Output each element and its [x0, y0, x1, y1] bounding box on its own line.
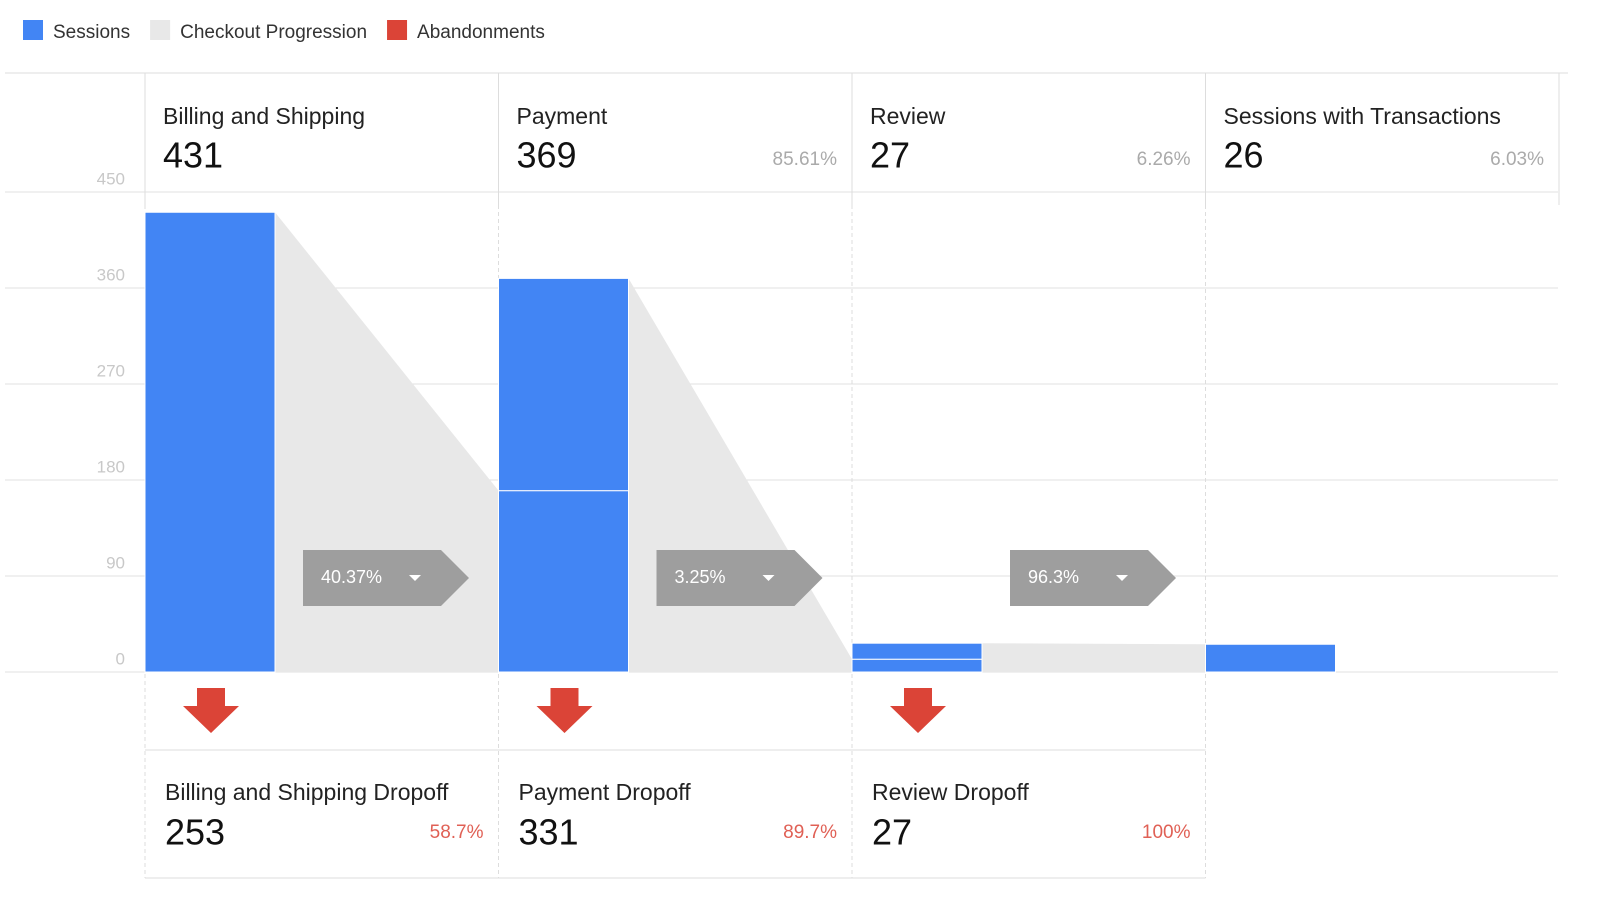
progression-rate: 40.37%	[321, 567, 382, 587]
step-sessions: 431	[163, 135, 223, 176]
y-tick-label: 0	[116, 649, 125, 668]
y-tick-label: 270	[97, 361, 125, 380]
step-name: Payment	[517, 103, 608, 129]
abandon-arrow	[183, 688, 239, 733]
session-bar	[498, 490, 629, 673]
progression-rate: 96.3%	[1028, 567, 1079, 587]
dropdown-caret	[762, 575, 775, 581]
step-sessions: 26	[1224, 135, 1264, 176]
step-sessions: 369	[517, 135, 577, 176]
legend-label: Abandonments	[417, 22, 545, 43]
legend-swatch	[387, 20, 408, 40]
dropoff-name: Billing and Shipping Dropoff	[165, 779, 449, 805]
dropoff-name: Review Dropoff	[872, 779, 1029, 805]
dropoff-count: 331	[519, 812, 579, 853]
progression-area	[628, 278, 852, 672]
session-bar	[1205, 643, 1336, 673]
legend-label: Sessions	[53, 22, 130, 43]
progression-badge	[656, 550, 823, 606]
legend-swatch	[150, 20, 171, 40]
step-sessions: 27	[870, 135, 910, 176]
step-name: Review	[870, 103, 946, 129]
step-rate: 85.61%	[773, 149, 838, 170]
legend-swatch	[23, 20, 43, 40]
progression-area	[982, 643, 1206, 672]
dropdown-caret	[409, 575, 421, 581]
progression-rate: 3.25%	[675, 567, 726, 587]
dropdown-caret	[1116, 575, 1128, 581]
progression-badge	[303, 550, 469, 606]
step-name: Billing and Shipping	[163, 103, 365, 129]
y-tick-label: 450	[97, 169, 125, 188]
dropoff-name: Payment Dropoff	[519, 779, 692, 805]
session-bar	[144, 211, 276, 673]
step-rate: 6.26%	[1137, 149, 1191, 170]
dropoff-rate: 89.7%	[783, 822, 837, 843]
y-tick-label: 180	[97, 457, 125, 476]
dropoff-count: 27	[872, 812, 912, 853]
dropoff-rate: 58.7%	[430, 822, 484, 843]
dropoff-count: 253	[165, 812, 225, 853]
abandon-arrow	[890, 688, 946, 733]
dropoff-rate: 100%	[1142, 822, 1191, 843]
step-rate: 6.03%	[1490, 149, 1544, 170]
legend-label: Checkout Progression	[180, 22, 367, 43]
session-bar	[498, 277, 629, 492]
step-name: Sessions with Transactions	[1224, 103, 1501, 129]
session-bar	[851, 658, 983, 673]
abandon-arrow	[536, 688, 593, 733]
y-tick-label: 360	[97, 265, 125, 284]
y-tick-label: 90	[106, 553, 125, 572]
session-bar	[851, 642, 983, 660]
progression-badge	[1010, 550, 1176, 606]
